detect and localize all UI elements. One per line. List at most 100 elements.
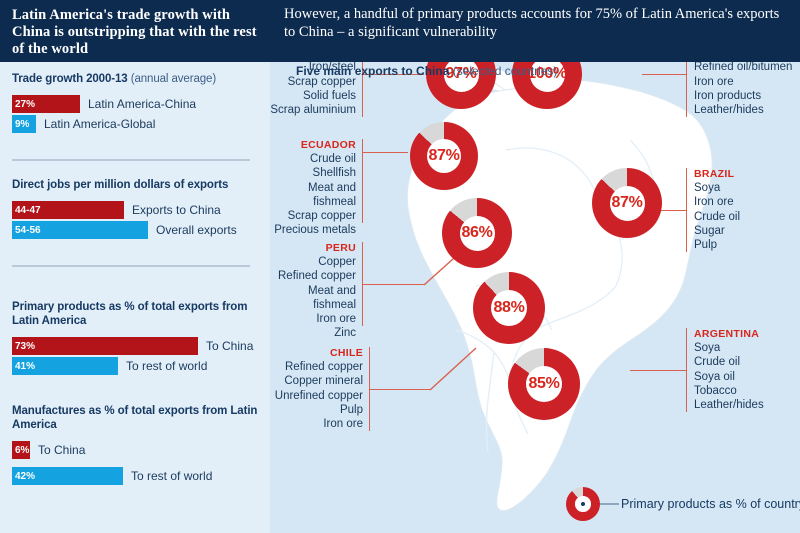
legend-label: Primary products as % of country's total…	[621, 497, 800, 511]
donut-value: 85%	[528, 375, 560, 392]
bar-label: To rest of world	[126, 359, 208, 373]
left-header-banner: Latin America's trade growth with China …	[0, 0, 270, 62]
country-name: ARGENTINA	[694, 328, 760, 340]
product-item: Meat and fishmeal	[308, 181, 356, 208]
product-item: Scrap aluminium	[270, 104, 356, 117]
bar-row: 27% Latin America-China	[12, 95, 262, 113]
product-item: Iron/steel	[308, 61, 356, 74]
bar-label: Latin America-China	[88, 97, 197, 111]
divider	[12, 159, 250, 161]
product-item: Iron products	[694, 89, 762, 102]
product-item: Iron ore	[694, 196, 734, 209]
product-item: Shellfish	[312, 167, 356, 180]
country-label-argentina: ARGENTINA Soya Crude oil Soya oil Tobacc…	[694, 327, 800, 412]
map-subtitle-light: (selected countries)	[452, 64, 558, 78]
product-item: Unrefined copper	[274, 389, 363, 402]
product-item: Refined oil/bitumen	[694, 61, 793, 74]
section-title-bold: Primary products as % of total exports f…	[12, 301, 248, 327]
divider	[12, 265, 250, 267]
bar-value: 73%	[12, 337, 198, 355]
bar-row: 44-47 Exports to China	[12, 201, 262, 219]
product-item: Copper mineral	[284, 375, 363, 388]
bar-label: Exports to China	[132, 203, 221, 217]
section-title-bold: Trade growth 2000-13	[12, 73, 128, 85]
country-label-chile: CHILE Refined copper Copper mineral Unre…	[270, 346, 363, 431]
product-item: Pulp	[694, 239, 718, 252]
donut-value: 97%	[445, 65, 477, 82]
product-item: Copper	[318, 256, 356, 269]
map-subtitle: Five main exports to China (selected cou…	[296, 64, 557, 78]
section-title-light: (annual average)	[130, 73, 217, 85]
donut-hole	[427, 139, 461, 173]
country-label-ecuador: ECUADOR Crude oil Shellfish Meat and fis…	[270, 138, 356, 237]
bar-value: 27%	[12, 95, 80, 113]
connector-line-argentina	[630, 370, 687, 372]
legend-donut-center-dot	[580, 501, 586, 507]
bar-label: Overall exports	[156, 223, 237, 237]
donut-hole	[529, 56, 565, 92]
donut-hole	[443, 56, 479, 92]
product-item: Crude oil	[694, 210, 741, 223]
section-title-bold: Direct jobs per million dollars of expor…	[12, 179, 229, 191]
product-item: Zinc	[334, 327, 356, 340]
bar-row: 73% To China	[12, 337, 262, 355]
donut-chart-chile: 88%	[473, 272, 545, 344]
product-item: Scrap copper	[287, 75, 356, 88]
donut-value: 86%	[461, 224, 493, 241]
donut-hole	[609, 185, 645, 221]
product-item: Iron ore	[323, 418, 363, 431]
product-item: Soya oil	[694, 370, 735, 383]
product-item: Iron ore	[694, 75, 734, 88]
connector-line-venezuela	[642, 74, 687, 76]
donut-chart-argentina: 85%	[508, 348, 580, 420]
donut-value: 87%	[611, 194, 643, 211]
donut-value: 100%	[527, 65, 567, 82]
product-item: Soya	[694, 182, 721, 195]
bar-value: 44-47	[12, 201, 124, 219]
section-title: Trade growth 2000-13 (annual average)	[12, 72, 262, 86]
left-headline: Latin America's trade growth with China …	[12, 7, 257, 57]
donut-value: 88%	[493, 299, 525, 316]
legend-dash	[599, 503, 619, 505]
right-panel: However, a handful of primary products a…	[270, 0, 800, 533]
country-name: CHILE	[330, 347, 363, 359]
connector-line-peru	[362, 284, 424, 286]
product-item: Precious metals	[274, 224, 356, 237]
connector-line-ecuador	[362, 152, 408, 154]
section-manufactures: Manufactures as % of total exports from …	[12, 404, 262, 487]
donut-hole	[491, 290, 527, 326]
bar-label: To rest of world	[131, 469, 213, 483]
product-item: Iron ore	[316, 313, 356, 326]
bar-value: 9%	[12, 115, 36, 133]
connector-line-brazil	[656, 210, 687, 212]
bar-value: 6%	[12, 441, 30, 459]
country-name: PERU	[325, 242, 356, 254]
right-header-banner: However, a handful of primary products a…	[270, 0, 800, 62]
product-item: Refined copper	[285, 361, 363, 374]
section-trade-growth: Trade growth 2000-13 (annual average) 27…	[12, 72, 262, 135]
bar-label: To China	[38, 443, 86, 457]
legend-donut-icon	[566, 487, 600, 521]
section-title: Primary products as % of total exports f…	[12, 300, 262, 328]
country-name: ECUADOR	[300, 139, 356, 151]
bar-label: Latin America-Global	[44, 117, 156, 131]
product-item: Crude oil	[309, 153, 356, 166]
bar-value: 54-56	[12, 221, 148, 239]
product-item: Meat and fishmeal	[308, 284, 356, 311]
country-label-peru: PERU Copper Refined copper Meat and fish…	[270, 241, 356, 340]
bar-label: To China	[206, 339, 254, 353]
donut-hole	[459, 215, 495, 251]
donut-chart-brazil: 87%	[592, 168, 662, 238]
section-primary-products: Primary products as % of total exports f…	[12, 300, 262, 377]
product-item: Soya	[694, 342, 721, 355]
section-title-bold: Manufactures as % of total exports from …	[12, 405, 258, 431]
donut-hole	[526, 366, 562, 402]
right-headline: However, a handful of primary products a…	[284, 6, 780, 40]
section-title: Manufactures as % of total exports from …	[12, 404, 262, 432]
product-item: Refined copper	[278, 270, 356, 283]
product-item: Sugar	[694, 224, 725, 237]
left-panel: Latin America's trade growth with China …	[0, 0, 270, 533]
country-label-brazil: BRAZIL Soya Iron ore Crude oil Sugar Pul…	[694, 167, 800, 252]
product-item: Leather/hides	[694, 399, 764, 412]
